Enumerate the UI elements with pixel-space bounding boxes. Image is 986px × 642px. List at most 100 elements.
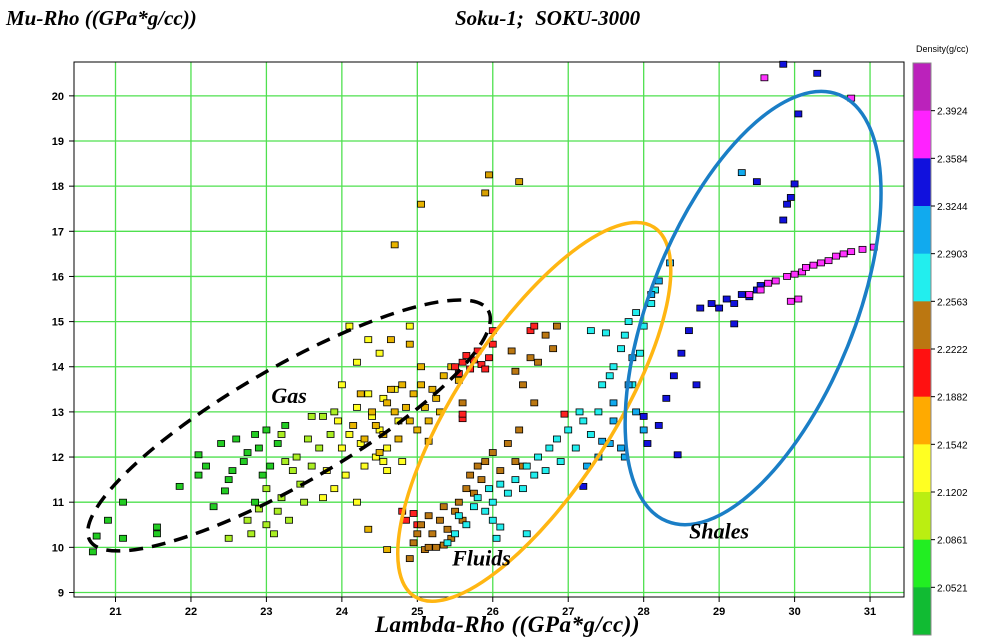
y-tick-label: 18 bbox=[52, 181, 64, 193]
data-point bbox=[258, 471, 267, 479]
data-point bbox=[756, 286, 765, 294]
ellipse-fluids bbox=[396, 220, 673, 603]
data-point bbox=[315, 444, 324, 452]
data-point bbox=[783, 200, 791, 208]
data-point bbox=[277, 431, 286, 438]
data-point bbox=[262, 521, 271, 529]
data-point bbox=[285, 516, 293, 524]
data-point bbox=[243, 449, 252, 456]
data-point bbox=[730, 300, 739, 307]
data-point bbox=[337, 444, 346, 452]
data-point bbox=[466, 471, 475, 479]
data-point bbox=[605, 372, 614, 380]
y-tick-label: 12 bbox=[52, 452, 64, 464]
data-point bbox=[405, 322, 414, 330]
data-point bbox=[745, 291, 754, 298]
annotation-fluids: Fluids bbox=[451, 545, 511, 570]
data-point bbox=[647, 300, 656, 307]
data-point bbox=[481, 189, 490, 197]
data-point bbox=[239, 458, 248, 465]
data-point bbox=[337, 381, 346, 389]
data-point bbox=[119, 498, 127, 506]
colorbar-tick-label: 2.3244 bbox=[937, 202, 968, 213]
data-point bbox=[439, 503, 448, 511]
data-point bbox=[786, 297, 795, 305]
data-point bbox=[443, 539, 452, 547]
data-point bbox=[319, 494, 327, 502]
data-point bbox=[481, 458, 490, 465]
data-point bbox=[839, 250, 848, 258]
data-point bbox=[281, 422, 290, 429]
x-axis-title: Lambda-Rho ((GPa*g/cc)) bbox=[375, 612, 641, 637]
data-point bbox=[390, 241, 399, 249]
data-point bbox=[390, 408, 399, 416]
data-point bbox=[371, 422, 380, 429]
data-point bbox=[88, 548, 97, 556]
data-point bbox=[409, 510, 418, 517]
data-point bbox=[345, 431, 354, 438]
data-point bbox=[511, 458, 520, 465]
data-point bbox=[858, 245, 867, 253]
colorbar-tick-label: 2.1882 bbox=[937, 393, 968, 404]
data-point bbox=[307, 413, 316, 420]
data-point bbox=[345, 322, 354, 330]
data-point bbox=[669, 372, 678, 380]
data-point bbox=[454, 498, 463, 506]
data-point bbox=[473, 462, 482, 470]
data-point bbox=[560, 410, 569, 418]
data-point bbox=[300, 498, 309, 506]
data-point bbox=[341, 471, 350, 479]
colorbar-tick-label: 2.0861 bbox=[937, 536, 968, 547]
data-point bbox=[383, 467, 392, 474]
data-point bbox=[685, 327, 693, 335]
data-point bbox=[428, 385, 437, 393]
data-point bbox=[273, 507, 282, 515]
data-point bbox=[481, 365, 490, 373]
data-point bbox=[251, 431, 259, 438]
data-point bbox=[639, 413, 648, 420]
colorbar-swatch bbox=[913, 253, 931, 302]
data-point bbox=[368, 408, 376, 416]
data-point bbox=[488, 449, 497, 456]
data-point bbox=[526, 354, 535, 362]
colorbar-swatch bbox=[913, 587, 931, 636]
data-point bbox=[432, 543, 441, 551]
data-point bbox=[715, 304, 724, 312]
plot-border bbox=[73, 61, 905, 598]
data-point bbox=[692, 381, 701, 389]
y-tick-label: 9 bbox=[58, 587, 64, 599]
data-point bbox=[451, 363, 459, 371]
cluster-ellipses bbox=[86, 89, 883, 603]
data-point bbox=[519, 381, 527, 389]
data-point bbox=[752, 178, 761, 186]
x-tick-label: 22 bbox=[185, 606, 197, 618]
data-point bbox=[779, 60, 788, 68]
x-tick-label: 27 bbox=[562, 606, 574, 618]
data-point bbox=[485, 354, 493, 362]
data-point bbox=[847, 248, 856, 256]
data-point bbox=[458, 358, 467, 366]
data-point bbox=[654, 422, 663, 429]
y-tick-label: 14 bbox=[52, 362, 65, 374]
data-point bbox=[462, 485, 471, 493]
data-point bbox=[564, 426, 573, 434]
data-point bbox=[353, 498, 361, 506]
data-point bbox=[488, 498, 497, 506]
colorbar-tick-label: 2.1542 bbox=[937, 440, 968, 451]
colorbar-swatch bbox=[913, 63, 931, 112]
data-point bbox=[194, 471, 203, 479]
well-title: Soku-1; SOKU-3000 bbox=[455, 6, 641, 30]
data-point bbox=[462, 521, 471, 529]
data-point bbox=[413, 426, 422, 434]
data-point bbox=[556, 458, 565, 465]
y-tick-label: 19 bbox=[52, 136, 64, 148]
colorbar: 2.3924 2.3584 2.3244 2.2903 2.2563 2.2222 2.18… bbox=[912, 62, 968, 636]
x-tick-label: 26 bbox=[487, 606, 499, 618]
data-point bbox=[534, 358, 542, 366]
data-point bbox=[375, 449, 384, 456]
x-tick-label: 30 bbox=[788, 606, 800, 618]
data-point bbox=[511, 367, 520, 375]
data-point bbox=[439, 372, 448, 380]
data-point bbox=[485, 171, 493, 179]
